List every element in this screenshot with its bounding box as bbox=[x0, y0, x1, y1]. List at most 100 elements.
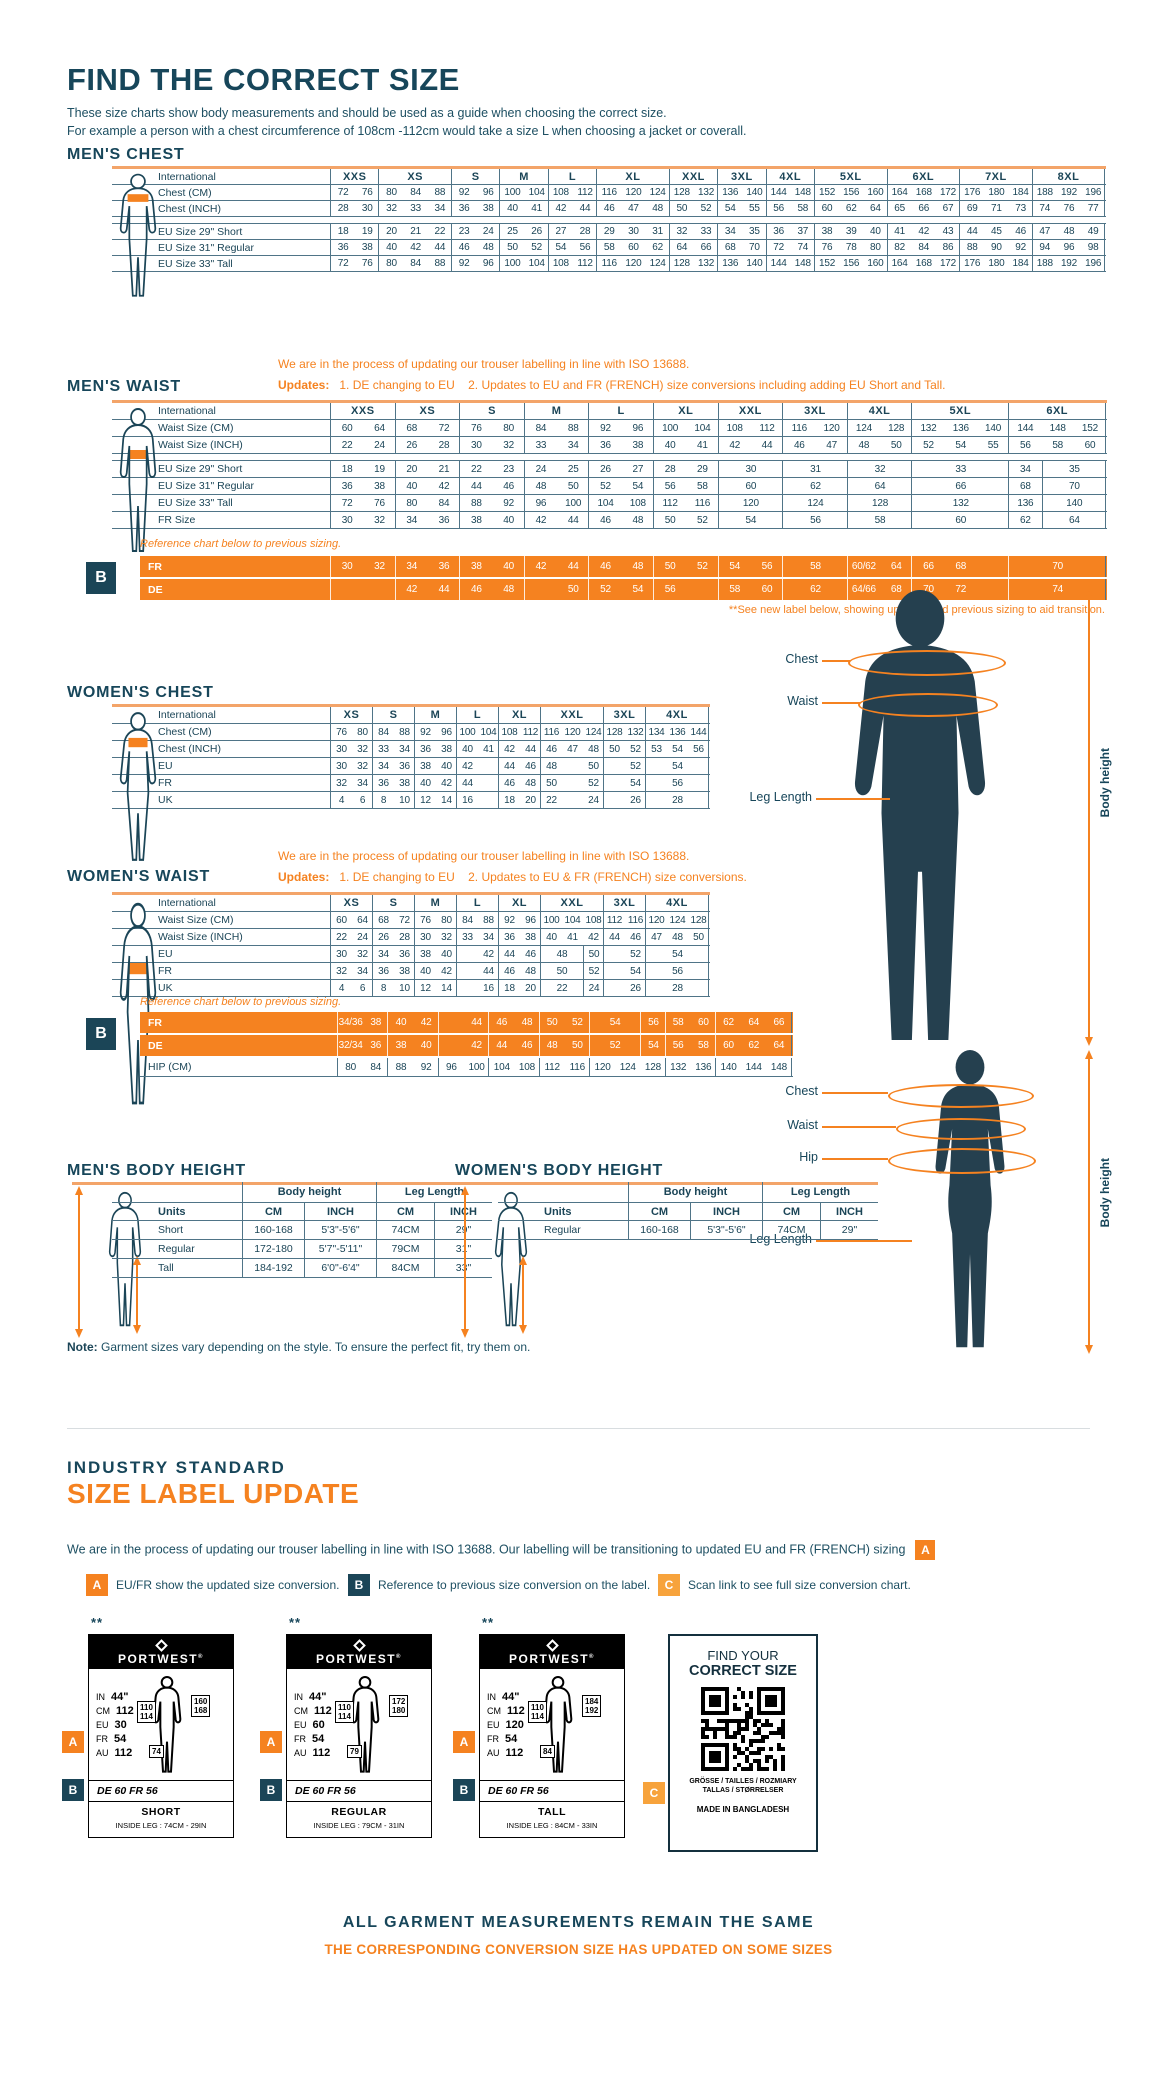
size-cell: 52 bbox=[700, 203, 712, 214]
size-cell: 104 bbox=[564, 914, 581, 926]
label-body: IN 44" CM 112 EU 30 FR 54 AU 112 110 114 160 168 74 bbox=[89, 1669, 233, 1781]
size-group: 8 10 bbox=[372, 980, 414, 996]
size-group: 40 42 bbox=[394, 478, 460, 494]
size-cell: 46 bbox=[525, 760, 536, 772]
size-cell: 172 bbox=[939, 187, 957, 198]
size-cell: 36 bbox=[337, 242, 349, 253]
size-group: 60 bbox=[717, 478, 783, 494]
table-row: UK 4 6 8 10 12 14 16 18 20 22 24 26 28 bbox=[112, 980, 710, 997]
size-cell: 38 bbox=[482, 203, 494, 214]
size-cell: 38 bbox=[821, 226, 833, 237]
size-group: 36 38 bbox=[372, 963, 414, 979]
full-height-arrow bbox=[75, 1186, 83, 1338]
size-group: 4XL bbox=[645, 895, 708, 911]
brand-diamond-icon bbox=[545, 1638, 559, 1652]
size-group: 92 96 bbox=[498, 912, 540, 928]
table-row: FR 34/36 38 40 42 44 46 48 50 52 54 56 58 60 62 64 66 bbox=[140, 1012, 793, 1033]
size-cell: 74CM bbox=[762, 1221, 820, 1239]
size-group: 52 bbox=[603, 946, 645, 962]
size-cell: 44 bbox=[579, 203, 591, 214]
size-cell: 41 bbox=[483, 743, 494, 755]
size-group: 36 38 bbox=[330, 240, 378, 255]
size-cell: 47 bbox=[567, 743, 578, 755]
leg-size-box: 79 bbox=[347, 1745, 362, 1758]
size-cell: 54 bbox=[729, 561, 741, 572]
row-label: EU Size 33" Tall bbox=[158, 497, 233, 509]
size-cell: 54 bbox=[724, 203, 736, 214]
size-cell: 116 bbox=[601, 187, 618, 198]
brand-header: PORTWEST® bbox=[480, 1635, 624, 1669]
size-group: 6XL bbox=[1008, 403, 1105, 419]
row-label: FR bbox=[158, 777, 172, 789]
height-size-box: 160 168 bbox=[191, 1695, 211, 1717]
size-cell: 54 bbox=[955, 439, 967, 451]
size-group: 54 56 bbox=[588, 1012, 665, 1033]
size-cell: 40 bbox=[462, 743, 473, 755]
size-cell: 24 bbox=[357, 931, 368, 943]
size-cell: 168 bbox=[915, 258, 932, 269]
size-cell: 68 bbox=[724, 242, 736, 253]
size-group: 34 36 bbox=[372, 758, 414, 774]
size-group: 74 76 77 bbox=[1031, 201, 1105, 216]
size-cell: 120 bbox=[823, 422, 840, 434]
size-cell: 29" bbox=[820, 1221, 878, 1239]
size-cell: 38 bbox=[399, 777, 410, 789]
size-cell: 18 bbox=[341, 463, 353, 475]
label-measure-row: FR 54 bbox=[96, 1733, 127, 1745]
size-group: 26 27 bbox=[588, 461, 653, 477]
size-cell: 44 bbox=[761, 439, 773, 451]
size-cell: 74 bbox=[1052, 584, 1064, 595]
size-cell: 32 bbox=[336, 777, 347, 789]
size-cell: 60 bbox=[628, 242, 639, 253]
size-cell: 54 bbox=[672, 948, 683, 960]
size-group: 104 108 bbox=[588, 495, 653, 511]
size-cell: 88 bbox=[434, 258, 446, 269]
label-figure-icon bbox=[543, 1676, 573, 1773]
size-cell: CM bbox=[628, 1203, 690, 1220]
size-label-card: ** PORTWEST® IN 44" CM 112 EU 30 FR 54 AU 112 110… bbox=[62, 1615, 234, 1838]
size-cell: 54 bbox=[745, 514, 757, 526]
size-cell: Leg Length bbox=[376, 1182, 492, 1202]
table-row: DE 32/34 36 38 40 42 44 46 48 50 52 54 56 58 60 62 64 bbox=[140, 1035, 793, 1056]
size-cell: 76 bbox=[821, 242, 833, 253]
size-cell: 23 bbox=[458, 226, 470, 237]
size-cell: 88 bbox=[966, 242, 978, 253]
size-cell: 124 bbox=[585, 726, 602, 738]
label-measure-row: EU 30 bbox=[96, 1719, 127, 1731]
size-group: 132 136 bbox=[664, 1058, 715, 1076]
size-cell: 50 bbox=[507, 242, 518, 253]
size-cell: 40 bbox=[546, 931, 557, 943]
size-cell: 22 bbox=[556, 982, 568, 994]
size-cell: 34 bbox=[357, 777, 368, 789]
size-group: S bbox=[372, 707, 414, 723]
size-cell: 104 bbox=[694, 422, 711, 434]
size-group: 80 84 bbox=[394, 495, 460, 511]
size-cell: 172 bbox=[939, 258, 957, 269]
size-cell: 100 bbox=[504, 258, 521, 269]
size-cell: 38 bbox=[470, 561, 482, 572]
size-group: 3XL bbox=[603, 895, 645, 911]
size-cell: 74 bbox=[797, 242, 809, 253]
size-cell: 96 bbox=[525, 914, 536, 926]
update-item-1: 1. DE changing to EU bbox=[339, 378, 455, 392]
size-cell: 120 bbox=[594, 1061, 611, 1073]
size-group: 32 bbox=[846, 461, 912, 477]
size-group: 58 bbox=[846, 512, 912, 528]
size-cell: 84 bbox=[378, 726, 389, 738]
size-cell: 88 bbox=[434, 187, 446, 198]
size-group: 62 64 bbox=[1008, 512, 1105, 528]
size-cell: 152 bbox=[818, 187, 836, 198]
size-group: 44 46 bbox=[603, 929, 645, 945]
size-cell: 48 bbox=[1063, 226, 1075, 237]
size-group: 108 112 bbox=[547, 185, 596, 200]
size-cell: 40 bbox=[507, 203, 518, 214]
size-cell: 33 bbox=[462, 931, 473, 943]
size-cell: 144 bbox=[690, 726, 707, 738]
size-cell: 32 bbox=[357, 743, 368, 755]
size-group: 42 44 bbox=[523, 512, 589, 528]
size-cell: 46 bbox=[458, 242, 470, 253]
size-cell: 80 bbox=[345, 1061, 356, 1073]
size-group: 40 41 bbox=[652, 437, 718, 453]
size-group: 72 76 bbox=[330, 495, 395, 511]
